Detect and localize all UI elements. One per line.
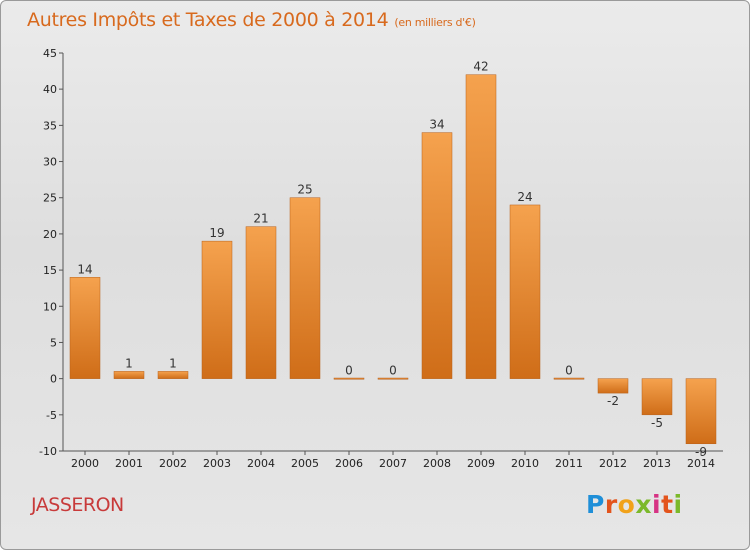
bar-2000 — [69, 277, 101, 379]
data-label-2009: 42 — [473, 60, 488, 74]
bar-2010 — [509, 204, 541, 379]
y-tick-label: 30 — [43, 156, 57, 169]
y-tick-label: 20 — [43, 228, 57, 241]
y-tick-label: 10 — [43, 300, 57, 313]
data-label-2013: -5 — [651, 416, 663, 430]
bar-2012 — [597, 378, 629, 394]
data-label-2005: 25 — [297, 183, 312, 197]
x-tick-label: 2008 — [423, 457, 451, 470]
data-label-2004: 21 — [253, 212, 268, 226]
data-label-2012: -2 — [607, 394, 619, 408]
x-tick-label: 2007 — [379, 457, 407, 470]
y-tick-label: -5 — [46, 409, 57, 422]
y-tick-label: 0 — [50, 373, 57, 386]
x-tick-label: 2006 — [335, 457, 363, 470]
y-tick-label: 35 — [43, 119, 57, 132]
y-tick-label: 40 — [43, 83, 57, 96]
y-tick-label: -10 — [39, 445, 57, 458]
bar-2014 — [685, 378, 717, 445]
place-name: JASSERON — [31, 494, 124, 516]
x-tick-label: 2010 — [511, 457, 539, 470]
bars — [69, 74, 717, 445]
bar-2001 — [113, 371, 145, 379]
proxiti-logo[interactable]: Proxiti — [586, 490, 683, 519]
x-tick-label: 2000 — [71, 457, 99, 470]
y-tick-label: 15 — [43, 264, 57, 277]
data-label-2014: -9 — [695, 445, 707, 459]
chart-subtitle: (en milliers d'€) — [394, 16, 476, 29]
data-label-2008: 34 — [429, 118, 444, 132]
bar-2002 — [157, 371, 189, 379]
x-tick-label: 2005 — [291, 457, 319, 470]
bar-2004 — [245, 226, 277, 379]
x-tick-label: 2004 — [247, 457, 275, 470]
bar-2006 — [333, 377, 365, 380]
chart-title-text: Autres Impôts et Taxes de 2000 à 2014 — [27, 9, 389, 31]
y-tick-label: 45 — [43, 47, 57, 60]
bar-2007 — [377, 377, 409, 380]
data-label-2006: 0 — [345, 364, 353, 378]
x-tick-label: 2012 — [599, 457, 627, 470]
y-tick-label: 5 — [50, 336, 57, 349]
data-label-2010: 24 — [517, 190, 532, 204]
x-tick-label: 2002 — [159, 457, 187, 470]
bar-2009 — [465, 74, 497, 379]
x-tick-label: 2014 — [687, 457, 715, 470]
x-tick-label: 2003 — [203, 457, 231, 470]
data-label-2011: 0 — [565, 364, 573, 378]
y-tick-label: 25 — [43, 192, 57, 205]
bar-2003 — [201, 240, 233, 379]
chart-title: Autres Impôts et Taxes de 2000 à 2014 (en… — [27, 9, 476, 31]
x-tick-label: 2011 — [555, 457, 583, 470]
bar-2005 — [289, 197, 321, 379]
data-label-2002: 1 — [169, 356, 177, 370]
data-label-2007: 0 — [389, 364, 397, 378]
x-tick-label: 2013 — [643, 457, 671, 470]
x-tick-label: 2001 — [115, 457, 143, 470]
bar-2011 — [553, 377, 585, 380]
data-label-2001: 1 — [125, 356, 133, 370]
data-label-2000: 14 — [77, 262, 92, 276]
data-labels: 14 1 1 19 21 25 0 0 34 42 24 0 -2 -5 -9 — [77, 60, 707, 459]
bar-2008 — [421, 132, 453, 379]
data-label-2003: 19 — [209, 226, 224, 240]
x-tick-label: 2009 — [467, 457, 495, 470]
bar-2013 — [641, 378, 673, 416]
